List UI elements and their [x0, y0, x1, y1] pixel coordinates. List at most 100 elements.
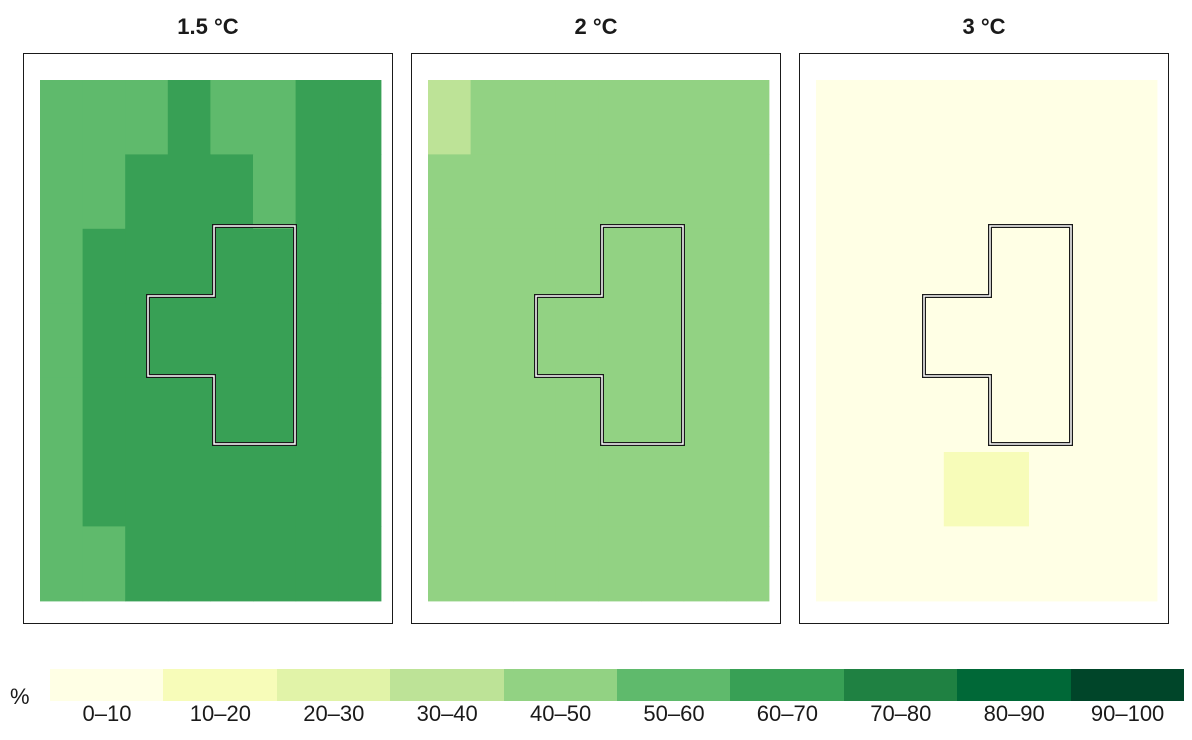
grid-cell	[683, 303, 727, 379]
legend-swatch	[1070, 669, 1185, 701]
grid-cell	[1114, 303, 1158, 379]
grid-cell	[1114, 154, 1158, 230]
grid-cell	[253, 303, 297, 379]
grid-cell	[858, 303, 902, 379]
grid-cell	[858, 452, 902, 527]
grid-cell	[513, 80, 557, 155]
legend-label: 20–30	[303, 701, 365, 726]
grid-cell	[901, 228, 945, 304]
grid-cell	[1071, 228, 1115, 304]
grid-cell	[470, 154, 514, 230]
grid-cell	[210, 452, 254, 527]
grid-cell	[555, 303, 599, 379]
grid-cell	[683, 377, 727, 453]
grid-cell	[816, 452, 860, 527]
grid-cell	[470, 377, 514, 453]
grid-cell	[338, 228, 382, 304]
grid-cell	[986, 452, 1030, 527]
grid-cell	[210, 303, 254, 379]
grid-cell	[513, 526, 557, 602]
legend-label: 40–50	[530, 701, 592, 726]
grid-cell	[816, 228, 860, 304]
grid-cell	[125, 452, 169, 527]
legend-swatch	[50, 669, 164, 701]
grid-cell	[943, 80, 987, 155]
grid-cell	[82, 228, 126, 304]
grid-cell	[858, 154, 902, 230]
grid-cell	[901, 452, 945, 527]
grid-cell	[641, 303, 685, 379]
legend-label: 10–20	[189, 701, 251, 726]
panel-title-2: 2 °C	[574, 14, 618, 39]
grid-cell	[253, 452, 297, 527]
grid-cell	[641, 526, 685, 602]
map-grid-3	[816, 80, 1158, 602]
grid-cell	[167, 228, 211, 304]
grid-cell	[816, 303, 860, 379]
grid-cell	[82, 80, 126, 155]
grid-cell	[125, 80, 169, 155]
grid-cell	[555, 526, 599, 602]
grid-cell	[986, 80, 1030, 155]
legend-label: 70–80	[870, 701, 932, 726]
grid-cell	[40, 80, 84, 155]
grid-cell	[858, 80, 902, 155]
grid-cell	[986, 228, 1030, 304]
legend-swatch	[843, 669, 958, 701]
grid-cell	[555, 80, 599, 155]
grid-cell	[470, 80, 514, 155]
grid-cell	[40, 452, 84, 527]
grid-cell	[641, 228, 685, 304]
grid-cell	[470, 452, 514, 527]
grid-cell	[726, 228, 770, 304]
grid-cell	[210, 80, 254, 155]
study-area-outline-inner	[923, 225, 1072, 445]
grid-cell	[210, 154, 254, 230]
legend-label: 50–60	[643, 701, 705, 726]
legend-label: 60–70	[756, 701, 818, 726]
grid-cell	[470, 228, 514, 304]
grid-cell	[428, 377, 472, 453]
grid-cell	[1071, 303, 1115, 379]
grid-cell	[167, 526, 211, 602]
grid-cell	[125, 154, 169, 230]
grid-cell	[598, 80, 642, 155]
grid-cell	[82, 377, 126, 453]
grid-cell	[295, 303, 339, 379]
grid-cell	[295, 377, 339, 453]
grid-cell	[338, 303, 382, 379]
legend-swatch	[617, 669, 731, 701]
grid-cell	[986, 154, 1030, 230]
grid-cell	[295, 228, 339, 304]
grid-cell	[1071, 377, 1115, 453]
grid-cell	[943, 452, 987, 527]
grid-cell	[1029, 452, 1073, 527]
grid-cell	[338, 80, 382, 155]
map-grid-1	[40, 80, 382, 602]
grid-cell	[253, 80, 297, 155]
grid-cell	[598, 228, 642, 304]
grid-cell	[1114, 526, 1158, 602]
grid-cell	[82, 452, 126, 527]
grid-cell	[1029, 526, 1073, 602]
grid-cell	[40, 377, 84, 453]
grid-cell	[1071, 526, 1115, 602]
legend-label: 90–100	[1090, 701, 1165, 726]
legend-unit: %	[10, 684, 30, 709]
grid-cell	[1071, 154, 1115, 230]
grid-cell	[555, 228, 599, 304]
grid-cell	[598, 154, 642, 230]
grid-cell	[598, 452, 642, 527]
grid-cell	[40, 526, 84, 602]
grid-cell	[1071, 452, 1115, 527]
grid-cell	[555, 154, 599, 230]
grid-cell	[726, 526, 770, 602]
legend-label: 30–40	[416, 701, 478, 726]
grid-cell	[641, 80, 685, 155]
legend-label: 80–90	[983, 701, 1045, 726]
grid-cell	[598, 377, 642, 453]
grid-cell	[901, 154, 945, 230]
grid-cell	[167, 154, 211, 230]
grid-cell	[167, 377, 211, 453]
grid-cell	[338, 377, 382, 453]
